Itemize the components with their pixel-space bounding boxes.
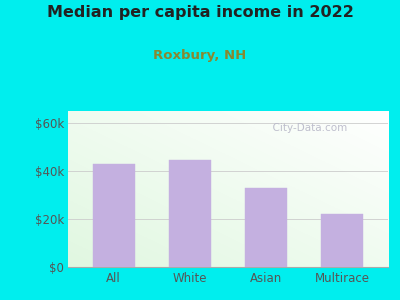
Text: Roxbury, NH: Roxbury, NH [153, 50, 247, 62]
Bar [169, 160, 211, 267]
Bar [93, 164, 135, 267]
Bar [321, 214, 363, 267]
Text: City-Data.com: City-Data.com [266, 124, 348, 134]
Bar [245, 188, 287, 267]
Text: Median per capita income in 2022: Median per capita income in 2022 [46, 4, 354, 20]
